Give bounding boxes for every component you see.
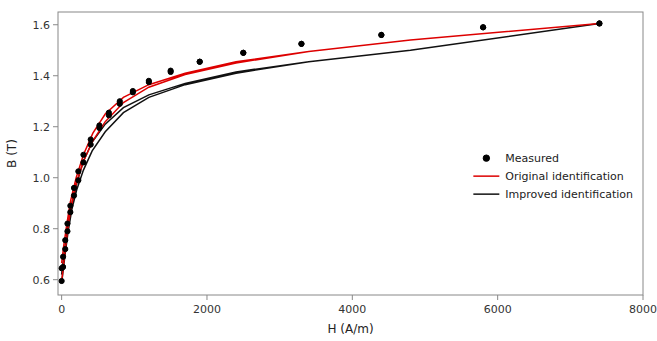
point — [299, 41, 304, 46]
y-tick-label: 0.8 — [33, 223, 51, 236]
point — [65, 229, 70, 234]
y-tick-label: 1.4 — [33, 70, 51, 83]
x-tick — [643, 295, 644, 300]
legend: Measured Original identification Improved … — [473, 152, 633, 201]
point — [117, 99, 122, 104]
point — [59, 266, 64, 271]
point — [60, 254, 65, 259]
legend-line — [473, 175, 499, 177]
point — [81, 152, 86, 157]
y-tick — [53, 24, 58, 25]
point — [76, 178, 81, 183]
y-tick-label: 1.6 — [33, 19, 51, 32]
point — [241, 50, 246, 55]
legend-label: Original identification — [505, 170, 624, 183]
y-tick — [53, 177, 58, 178]
x-tick-label: 6000 — [484, 303, 512, 316]
plot-area — [59, 21, 602, 284]
point — [241, 50, 246, 55]
y-tick-label: 0.6 — [33, 274, 51, 287]
point — [197, 59, 202, 64]
y-tick-label: 1.0 — [33, 172, 51, 185]
point — [597, 21, 602, 26]
point — [88, 142, 93, 147]
point — [299, 41, 304, 46]
point — [68, 210, 73, 215]
point — [379, 32, 384, 37]
point — [59, 278, 64, 283]
y-tick — [53, 228, 58, 229]
x-tick — [497, 295, 498, 300]
series-line — [62, 23, 600, 283]
y-tick-label: 1.2 — [33, 121, 51, 134]
point — [88, 137, 93, 142]
point — [481, 25, 486, 30]
point — [63, 238, 68, 243]
series-points — [59, 21, 602, 284]
series-line — [62, 23, 600, 282]
point — [71, 185, 76, 190]
point — [106, 110, 111, 115]
x-tick-label: 4000 — [338, 303, 366, 316]
chart: 0 2000 4000 6000 8000 0.6 0.8 1.0 1.2 1.4 1.6 H (A/… — [0, 0, 657, 341]
point — [197, 59, 202, 64]
y-tick — [53, 75, 58, 76]
point — [81, 160, 86, 165]
x-tick-label: 0 — [58, 303, 65, 316]
legend-label: Improved identification — [505, 188, 633, 201]
point — [168, 68, 173, 73]
legend-label: Measured — [505, 152, 559, 165]
plot-frame — [58, 12, 643, 295]
point — [76, 169, 81, 174]
x-tick-label: 8000 — [629, 303, 657, 316]
point — [65, 221, 70, 226]
x-tick — [352, 295, 353, 300]
x-tick — [61, 295, 62, 300]
point — [130, 88, 135, 93]
point — [97, 123, 102, 128]
point — [146, 78, 151, 83]
y-tick — [53, 279, 58, 280]
y-tick — [53, 126, 58, 127]
x-tick-label: 2000 — [193, 303, 221, 316]
point — [71, 193, 76, 198]
legend-line — [473, 193, 499, 195]
point — [68, 203, 73, 208]
point — [63, 247, 68, 252]
point — [481, 25, 486, 30]
legend-marker — [483, 155, 489, 161]
point — [597, 21, 602, 26]
y-axis-label: B (T) — [5, 139, 19, 168]
axes: 0 2000 4000 6000 8000 0.6 0.8 1.0 1.2 1.4 1.6 — [33, 19, 657, 316]
x-tick — [206, 295, 207, 300]
x-axis-label: H (A/m) — [327, 322, 373, 336]
point — [379, 32, 384, 37]
